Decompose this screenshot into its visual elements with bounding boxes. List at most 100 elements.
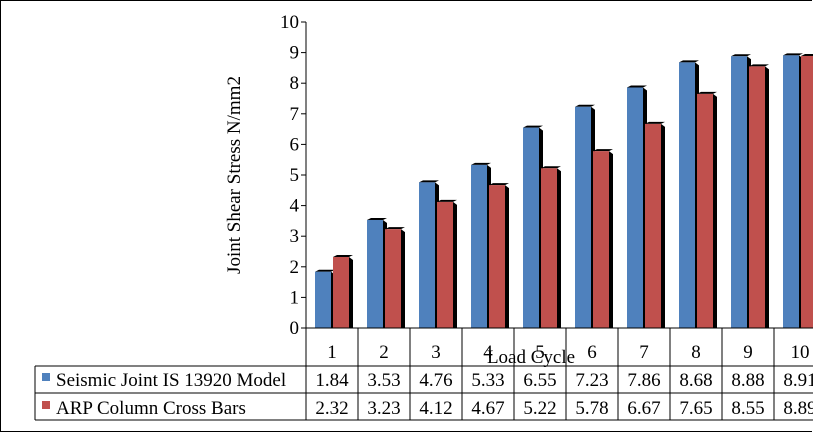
y-tick-label: 9	[290, 43, 300, 64]
y-tick-label: 8	[290, 73, 300, 94]
data-label: 5.78	[575, 398, 608, 419]
y-tick-label: 6	[290, 134, 300, 155]
bar-top	[801, 53, 813, 56]
y-tick-label: 2	[290, 257, 300, 278]
data-label: 8.89	[783, 398, 813, 419]
legend-swatch	[42, 373, 50, 381]
bar-top	[471, 162, 491, 165]
data-label: 4.12	[419, 398, 452, 419]
legend-label: ARP Column Cross Bars	[56, 398, 246, 419]
data-label: 3.53	[367, 370, 400, 391]
bar	[367, 219, 383, 328]
bar	[749, 66, 765, 329]
x-tick-label: 9	[743, 342, 753, 363]
data-label: 3.23	[367, 398, 400, 419]
data-label: 6.67	[627, 398, 660, 419]
y-tick-label: 4	[290, 196, 300, 217]
legend-label: Seismic Joint IS 13920 Model	[56, 370, 286, 391]
bar-top	[419, 180, 439, 183]
x-tick-label: 6	[587, 342, 597, 363]
y-tick-label: 3	[290, 226, 300, 247]
bar-top	[437, 199, 457, 202]
bar	[731, 56, 747, 328]
bar-top	[697, 91, 717, 94]
bar	[801, 55, 813, 328]
x-tick-label: 10	[791, 342, 810, 363]
bar-top	[593, 149, 613, 152]
y-tick-label: 10	[280, 12, 299, 33]
y-tick-label: 7	[290, 104, 300, 125]
bar-top	[645, 121, 665, 124]
data-label: 8.91	[783, 370, 813, 391]
bar-top	[731, 54, 751, 57]
bar-shadow	[609, 151, 613, 328]
bar-top	[541, 166, 561, 169]
data-label: 7.86	[627, 370, 660, 391]
data-label: 5.22	[523, 398, 556, 419]
data-label: 8.88	[731, 370, 764, 391]
y-axis-title: Joint Shear Stress N/mm2	[224, 76, 245, 274]
bar	[645, 123, 661, 328]
bar-top	[749, 64, 769, 67]
data-label: 7.23	[575, 370, 608, 391]
bar	[437, 201, 453, 328]
data-label: 4.76	[419, 370, 452, 391]
data-label: 8.55	[731, 398, 764, 419]
bar	[489, 185, 505, 328]
bar	[419, 182, 435, 328]
bar-top	[333, 255, 353, 258]
x-tick-label: 3	[431, 342, 441, 363]
y-tick-label: 5	[290, 165, 300, 186]
x-tick-label: 8	[691, 342, 701, 363]
bar-top	[315, 269, 335, 272]
x-tick-label: 7	[639, 342, 649, 363]
y-tick-label: 0	[290, 318, 300, 339]
bar	[385, 229, 401, 328]
x-tick-label: 1	[327, 342, 337, 363]
y-tick-labels: 0 1 2 3 4 5 6 7 8 9 10	[280, 12, 300, 339]
bar	[523, 127, 539, 328]
bar	[697, 93, 713, 328]
y-tick-label: 1	[290, 287, 300, 308]
y-axis	[301, 21, 307, 329]
bar-shadow	[557, 168, 561, 328]
bar	[593, 151, 609, 328]
bar	[541, 168, 557, 328]
data-label: 6.55	[523, 370, 556, 391]
bar-shadow	[505, 185, 509, 328]
bar	[679, 62, 695, 328]
data-label: 2.32	[315, 398, 348, 419]
bar-top	[575, 104, 595, 107]
data-label: 5.33	[471, 370, 504, 391]
data-table: 1 2 3 4 5 6 7 8 9 10 Seismic Joint IS 13920 Model 1…	[34, 327, 813, 421]
bar-top	[523, 125, 543, 128]
bar-shadow	[765, 66, 769, 329]
bar-shadow	[349, 257, 353, 328]
bar-shadow	[661, 123, 665, 328]
data-label: 4.67	[471, 398, 504, 419]
x-tick-label: 4	[483, 342, 493, 363]
bar-top	[367, 217, 387, 220]
bar-top	[783, 53, 803, 56]
bar	[627, 87, 643, 328]
x-tick-label: 5	[535, 342, 545, 363]
bar-series	[315, 53, 813, 329]
bar	[783, 55, 799, 328]
legend-swatch	[42, 401, 50, 409]
x-axis-title: Load Cycle	[487, 347, 575, 368]
bar	[471, 164, 487, 328]
bar-shadow	[401, 229, 405, 328]
bar-top	[489, 183, 509, 186]
data-label: 7.65	[679, 398, 712, 419]
data-label: 8.68	[679, 370, 712, 391]
bar-top	[627, 85, 647, 88]
bar	[575, 106, 591, 329]
bar-shadow	[453, 201, 457, 328]
data-label: 1.84	[315, 370, 349, 391]
bar	[333, 257, 349, 328]
bar	[315, 271, 331, 328]
bar-top	[385, 227, 405, 230]
x-tick-label: 2	[379, 342, 389, 363]
bar-shadow	[713, 93, 717, 328]
